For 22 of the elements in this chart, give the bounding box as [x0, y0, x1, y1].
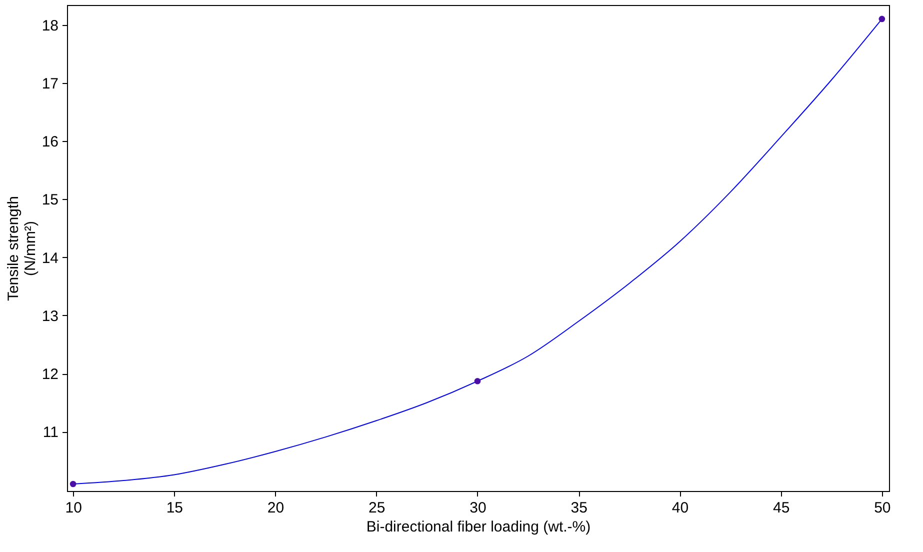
x-tick-label: 35	[570, 500, 588, 516]
x-tick-label: 10	[65, 500, 82, 516]
y-tick-label: 17	[42, 75, 58, 92]
x-tick-label: 20	[267, 500, 284, 516]
y-tick-label: 15	[42, 192, 58, 209]
point	[474, 378, 481, 384]
x-tick-label: 50	[874, 500, 891, 516]
x-tick-label: 15	[166, 500, 184, 516]
y-tick-label: 18	[42, 17, 58, 34]
point	[70, 480, 76, 488]
y-tick-label: 16	[42, 134, 58, 151]
y-tick-label: 13	[42, 308, 58, 325]
y-tick-label: 14	[42, 250, 58, 267]
x-tick-label: 30	[470, 500, 486, 516]
x-tick-label: 45	[772, 500, 790, 516]
y-axis-title: Tensile strength (N/mm²)	[4, 196, 39, 302]
x-axis-title: Bi-directional fiber loading (wt.-%)	[366, 518, 591, 536]
point	[878, 16, 886, 22]
x-tick-label: 40	[672, 500, 689, 516]
y-tick-label: 12	[42, 366, 58, 384]
x-tick-label: 25	[368, 500, 386, 516]
y-tick-label: 11	[42, 424, 58, 442]
